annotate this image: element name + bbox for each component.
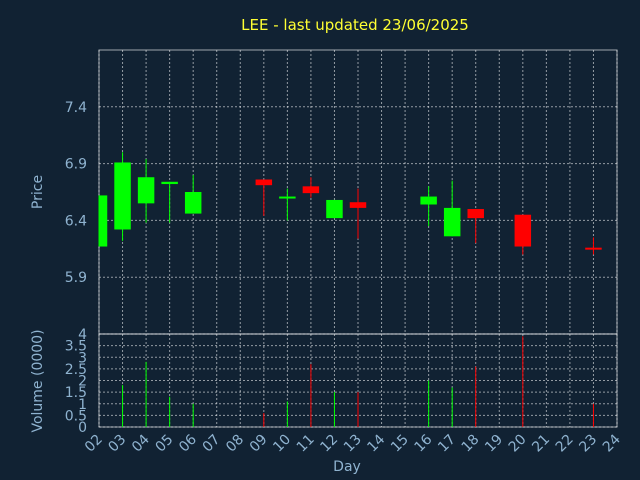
volume-tick-label: 1 [78,397,87,413]
price-tick-label: 5.9 [65,270,87,286]
candle-body [443,207,461,237]
candle-body [99,195,108,247]
candle-body [161,181,178,185]
x-tick-label: 22 [553,432,577,456]
chart-title: LEE - last updated 23/06/2025 [241,16,469,34]
volume-axis-label: Volume (0000) [30,329,46,432]
candle-body [114,162,131,230]
x-tick-label: 21 [529,432,553,456]
price-panel: 5.9 6.4 6.9 7.4 [65,49,618,335]
price-tick-label: 7.4 [65,100,87,116]
x-tick-label: 07 [200,432,224,456]
x-tick-label: 20 [506,432,530,456]
volume-tick-label: 3.5 [65,339,87,355]
x-axis-ticks: 02 03 04 05 06 07 08 09 10 11 12 13 14 15 16 17 18 19 20 21… [82,431,624,455]
volume-panel: 00.511.522.533.54 [65,327,618,436]
x-tick-label: 24 [600,431,624,455]
candle-body [467,209,484,219]
candle-body [255,179,273,186]
candle-body [302,186,320,194]
x-tick-label: 05 [153,432,177,456]
x-tick-label: 23 [576,432,600,456]
volume-tick-label: 1.5 [65,385,87,401]
x-tick-label: 08 [223,432,247,456]
x-tick-label: 16 [412,431,436,455]
x-tick-label: 14 [364,431,388,455]
x-axis-label: Day [333,459,361,475]
volume-tick-label: 2.5 [65,362,87,378]
volume-tick-label: 0.5 [65,408,87,424]
candle-body [349,202,367,208]
candle-body [585,247,602,250]
x-tick-label: 10 [270,432,294,456]
candle-body [184,192,202,214]
candle-body [514,214,532,247]
x-tick-label: 11 [294,432,318,456]
price-axis-label: Price [30,175,46,209]
candle-body [279,196,296,199]
x-tick-label: 04 [129,431,153,455]
volume-tick-label: 2 [78,374,87,390]
candle-body [326,199,343,219]
x-tick-label: 17 [435,432,459,456]
x-tick-label: 09 [247,432,271,456]
x-tick-label: 12 [317,432,341,456]
x-tick-label: 03 [105,432,129,456]
x-tick-label: 06 [176,431,200,455]
volume-tick-label: 3 [78,350,87,366]
x-tick-label: 13 [341,432,365,456]
x-tick-label: 19 [482,432,506,456]
price-tick-label: 6.9 [65,157,87,173]
candle-body [420,196,437,205]
x-tick-label: 18 [459,432,483,456]
price-tick-label: 6.4 [65,213,87,229]
volume-tick-label: 4 [78,327,87,343]
candle-body [137,177,155,204]
x-tick-label: 15 [388,432,412,456]
volume-tick-label: 0 [78,420,87,436]
